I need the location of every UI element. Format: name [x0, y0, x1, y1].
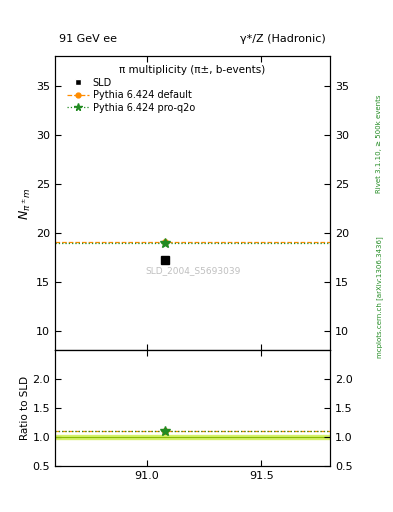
Text: 91 GeV ee: 91 GeV ee	[59, 33, 117, 44]
Bar	[55, 435, 330, 439]
Y-axis label: Ratio to SLD: Ratio to SLD	[20, 376, 29, 440]
Y-axis label: $N_{\pi^\pm m}$: $N_{\pi^\pm m}$	[18, 187, 33, 220]
Text: mcplots.cern.ch [arXiv:1306.3436]: mcplots.cern.ch [arXiv:1306.3436]	[376, 236, 383, 358]
Legend: SLD, Pythia 6.424 default, Pythia 6.424 pro-q2o: SLD, Pythia 6.424 default, Pythia 6.424 …	[65, 76, 197, 115]
Text: Rivet 3.1.10, ≥ 500k events: Rivet 3.1.10, ≥ 500k events	[376, 94, 382, 193]
Text: SLD_2004_S5693039: SLD_2004_S5693039	[145, 266, 240, 275]
Text: γ*/Z (Hadronic): γ*/Z (Hadronic)	[241, 33, 326, 44]
Text: π multiplicity (π±, b-events): π multiplicity (π±, b-events)	[119, 65, 266, 75]
